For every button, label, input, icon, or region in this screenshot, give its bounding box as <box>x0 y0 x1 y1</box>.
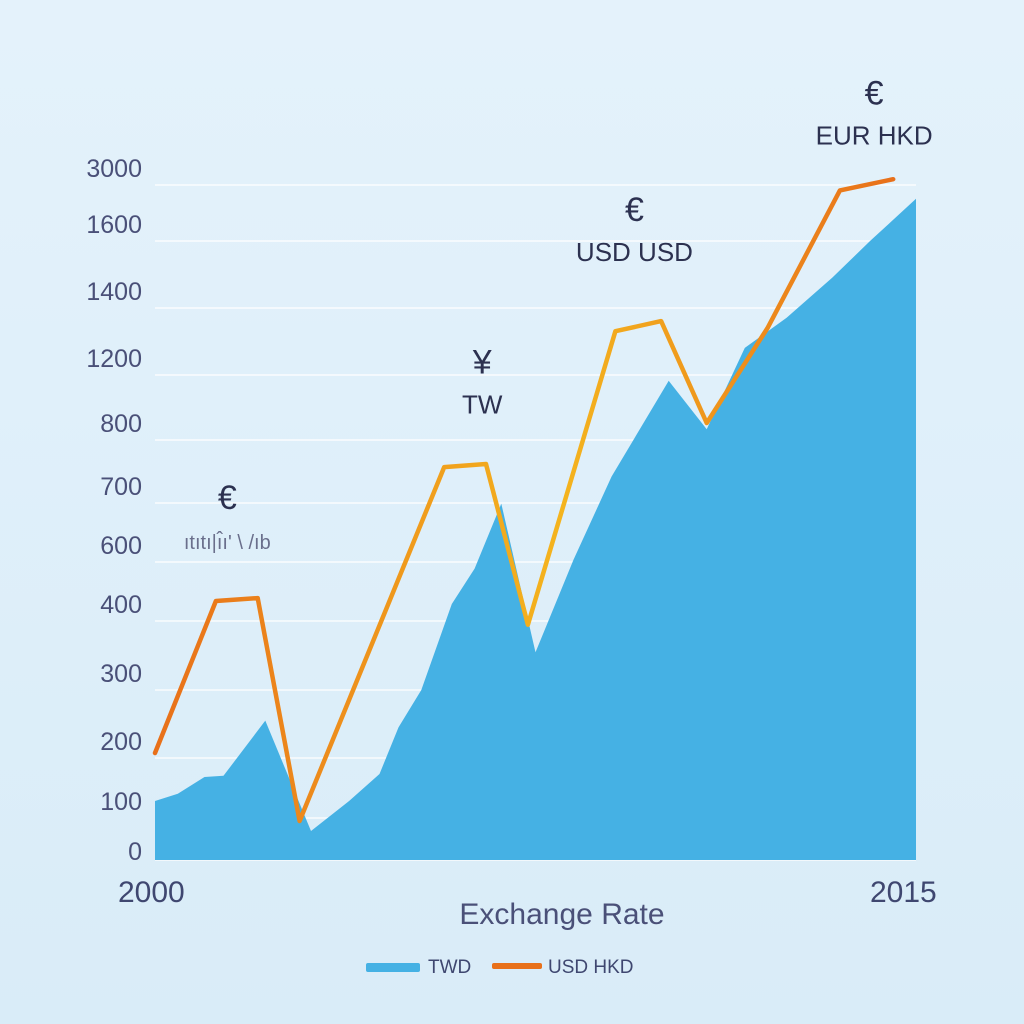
usd-hkd-line <box>152 176 896 824</box>
annotation-symbol: € <box>625 191 644 229</box>
x-tick-label: 2015 <box>870 876 937 909</box>
y-tick-label: 200 <box>100 728 142 756</box>
usd-hkd-series <box>152 176 896 824</box>
y-tick-label: 800 <box>100 410 142 438</box>
annotation: € USD USD <box>576 191 693 267</box>
annotation: € ıtıtı|ı̂ı' \ /ıb <box>184 479 271 554</box>
twd-series <box>155 198 916 861</box>
annotation-symbol: € <box>218 479 237 517</box>
x-axis-label: Exchange Rate <box>459 898 664 931</box>
annotation-label: EUR HKD <box>816 120 933 150</box>
y-tick-label: 100 <box>100 788 142 816</box>
annotation-symbol: € <box>865 74 884 112</box>
annotation-symbol: ¥ <box>472 344 492 382</box>
y-tick-label: 3000 <box>86 155 142 183</box>
y-axis-ticks: 0 100 200 300 400 600 700 800 1200 1400 1600 3000 <box>86 155 142 866</box>
annotation-label: USD USD <box>576 237 693 267</box>
y-tick-label: 1400 <box>86 278 142 306</box>
annotation: ¥ TW <box>462 344 503 420</box>
annotation-label: ıtıtı|ı̂ı' \ /ıb <box>184 531 271 554</box>
twd-area <box>155 198 916 861</box>
y-tick-label: 700 <box>100 473 142 501</box>
annotation-label: TW <box>462 390 503 420</box>
annotations: € ıtıtı|ı̂ı' \ /ıb ¥ TW € USD USD € EUR HKD <box>184 74 933 554</box>
annotation: € EUR HKD <box>816 74 933 150</box>
y-tick-label: 0 <box>128 838 142 866</box>
y-tick-label: 1600 <box>86 211 142 239</box>
x-tick-label: 2000 <box>118 876 185 909</box>
legend: TWD USD HKD <box>366 957 634 978</box>
legend-label-twd: TWD <box>428 957 471 978</box>
legend-swatch-twd <box>366 963 420 972</box>
y-tick-label: 600 <box>100 532 142 560</box>
legend-swatch-usd-hkd <box>492 963 542 969</box>
legend-label-usd-hkd: USD HKD <box>548 957 634 978</box>
y-tick-label: 400 <box>100 591 142 619</box>
y-tick-label: 1200 <box>86 345 142 373</box>
y-tick-label: 300 <box>100 660 142 688</box>
